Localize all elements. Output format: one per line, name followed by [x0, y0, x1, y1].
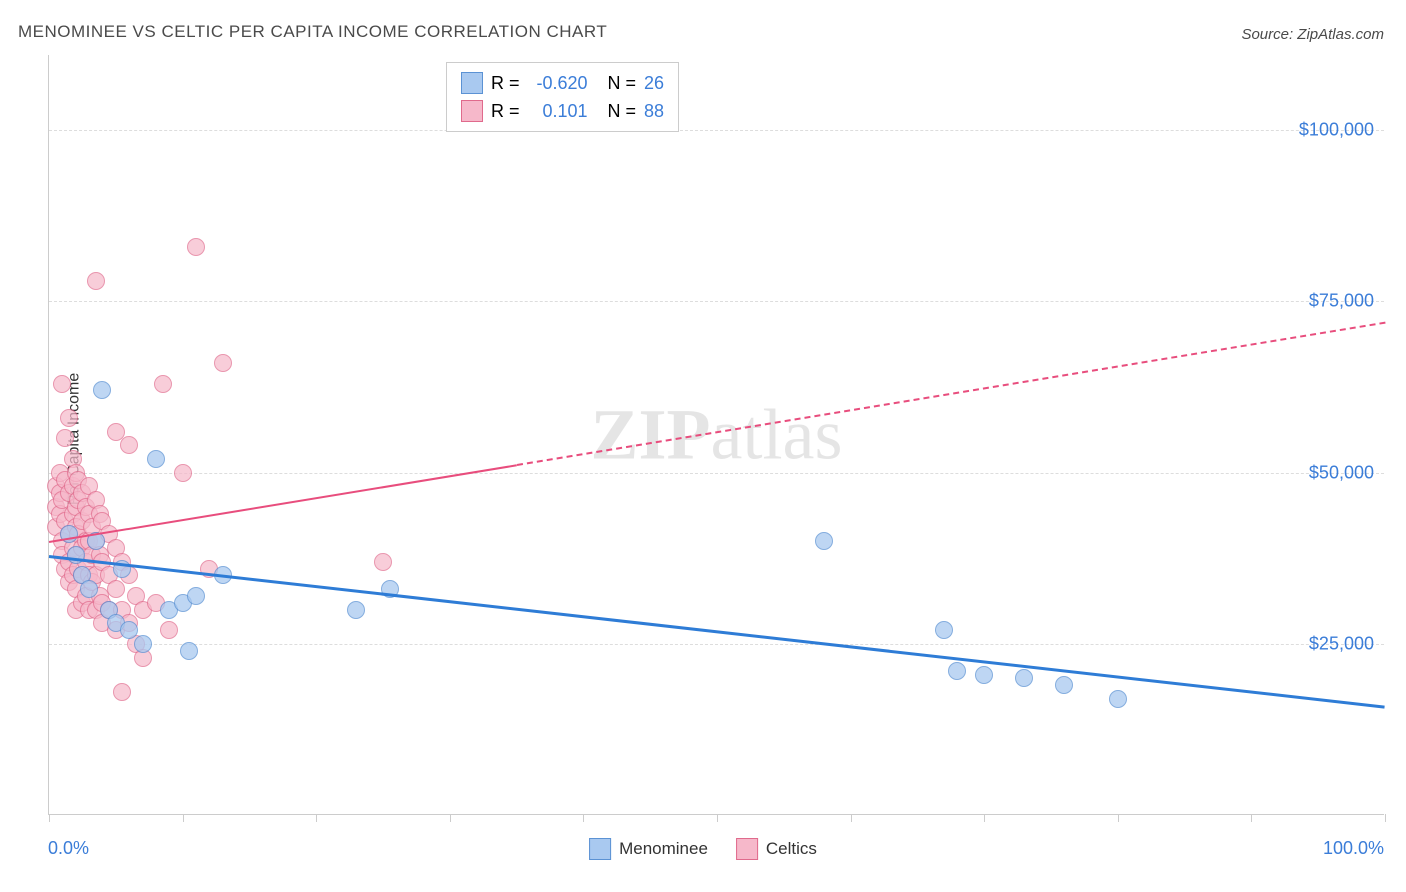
plot-area: ZIPatlas $25,000 $50,000 $75,000 $100,000 — [48, 55, 1384, 815]
legend: Menominee Celtics — [589, 838, 817, 860]
stats-row: R = 0.101 N =88 — [461, 97, 664, 125]
data-point — [60, 409, 78, 427]
data-point — [347, 601, 365, 619]
source-attribution: Source: ZipAtlas.com — [1241, 26, 1384, 43]
chart-title: MENOMINEE VS CELTIC PER CAPITA INCOME CO… — [18, 22, 607, 42]
stats-row: R = -0.620 N =26 — [461, 69, 664, 97]
data-point — [107, 580, 125, 598]
data-point — [1015, 669, 1033, 687]
stat-label: N = — [608, 69, 637, 97]
data-point — [975, 666, 993, 684]
data-point — [87, 272, 105, 290]
legend-swatch — [589, 838, 611, 860]
data-point — [120, 436, 138, 454]
data-point — [154, 375, 172, 393]
data-point — [174, 464, 192, 482]
legend-item: Celtics — [736, 838, 817, 860]
data-point — [160, 621, 178, 639]
data-point — [1055, 676, 1073, 694]
legend-label: Menominee — [619, 839, 708, 859]
watermark: ZIPatlas — [591, 393, 843, 476]
data-point — [147, 450, 165, 468]
legend-item: Menominee — [589, 838, 708, 860]
stat-label: N = — [608, 97, 637, 125]
x-tick — [851, 814, 852, 822]
y-tick-label: $75,000 — [1309, 291, 1374, 312]
legend-swatch — [736, 838, 758, 860]
x-axis-max-label: 100.0% — [1323, 838, 1384, 859]
y-tick-label: $50,000 — [1309, 462, 1374, 483]
r-value: -0.620 — [528, 69, 588, 97]
x-tick — [1251, 814, 1252, 822]
legend-swatch — [461, 100, 483, 122]
gridline — [49, 130, 1384, 131]
stat-label: R = — [491, 69, 520, 97]
data-point — [113, 683, 131, 701]
data-point — [948, 662, 966, 680]
chart-container: MENOMINEE VS CELTIC PER CAPITA INCOME CO… — [0, 0, 1406, 892]
n-value: 26 — [644, 69, 664, 97]
legend-swatch — [461, 72, 483, 94]
data-point — [214, 354, 232, 372]
trend-line — [516, 322, 1385, 466]
data-point — [53, 375, 71, 393]
x-tick — [1385, 814, 1386, 822]
data-point — [80, 580, 98, 598]
data-point — [187, 238, 205, 256]
stat-label: R = — [491, 97, 520, 125]
x-tick — [984, 814, 985, 822]
data-point — [1109, 690, 1127, 708]
trend-line — [49, 555, 1385, 709]
x-tick — [1118, 814, 1119, 822]
x-tick — [316, 814, 317, 822]
y-tick-label: $100,000 — [1299, 120, 1374, 141]
x-tick — [583, 814, 584, 822]
gridline — [49, 644, 1384, 645]
gridline — [49, 301, 1384, 302]
y-tick-label: $25,000 — [1309, 633, 1374, 654]
correlation-stats-box: R = -0.620 N =26 R = 0.101 N =88 — [446, 62, 679, 132]
data-point — [93, 381, 111, 399]
data-point — [935, 621, 953, 639]
data-point — [374, 553, 392, 571]
legend-label: Celtics — [766, 839, 817, 859]
x-tick — [450, 814, 451, 822]
data-point — [815, 532, 833, 550]
data-point — [187, 587, 205, 605]
x-tick — [717, 814, 718, 822]
x-tick — [49, 814, 50, 822]
gridline — [49, 473, 1384, 474]
n-value: 88 — [644, 97, 664, 125]
x-axis-min-label: 0.0% — [48, 838, 89, 859]
r-value: 0.101 — [528, 97, 588, 125]
data-point — [180, 642, 198, 660]
data-point — [134, 635, 152, 653]
trend-line — [49, 464, 517, 543]
x-tick — [183, 814, 184, 822]
data-point — [56, 429, 74, 447]
